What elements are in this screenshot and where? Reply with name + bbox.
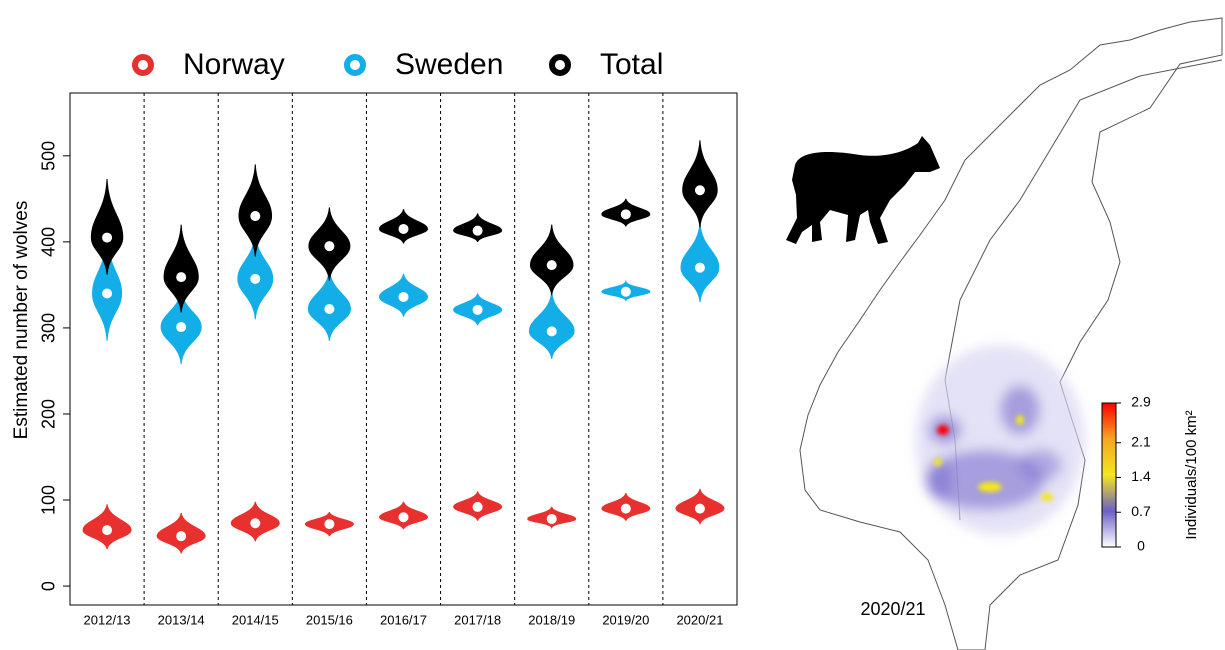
x-tick-label: 2016/17 (380, 612, 427, 627)
y-tick-label: 0 (39, 581, 59, 591)
x-tick-label: 2012/13 (84, 612, 131, 627)
density-hotspots (934, 415, 1053, 501)
violin (238, 164, 273, 257)
median-dot (694, 503, 705, 514)
median-dot (102, 232, 113, 243)
legend-label: Sweden (395, 48, 503, 81)
median-dot (102, 525, 113, 536)
x-tick-label: 2017/18 (454, 612, 501, 627)
legend-label: Total (600, 48, 663, 81)
density-haze (915, 345, 1085, 535)
map (786, 17, 1223, 650)
violin (90, 179, 124, 275)
median-dot (250, 273, 261, 284)
legend-marker (132, 54, 154, 76)
median-dot (546, 326, 557, 337)
colorbar-tick-label: 2.1 (1131, 433, 1151, 449)
median-dot (472, 304, 483, 315)
median-dot (546, 260, 557, 271)
median-dot (176, 322, 187, 333)
median-dot (694, 262, 705, 273)
median-dot (102, 288, 113, 299)
median-dot (324, 303, 335, 314)
colorbar-tick-label: 1.4 (1131, 468, 1151, 484)
median-dot (620, 209, 631, 220)
colorbar (1101, 402, 1117, 548)
median-dot (472, 501, 483, 512)
x-tick-label: 2015/16 (306, 612, 353, 627)
violin (529, 224, 574, 296)
median-dot (546, 513, 557, 524)
colorbar-label: Individuals/100 km² (1183, 410, 1200, 539)
median-dot (176, 531, 187, 542)
x-tick-label: 2019/20 (602, 612, 649, 627)
coastline (799, 17, 1223, 650)
x-tick-label: 2018/19 (528, 612, 575, 627)
y-tick-label: 200 (39, 399, 59, 429)
violin (682, 140, 718, 228)
x-tick-label: 2020/21 (676, 612, 723, 627)
plot-frame (69, 92, 738, 606)
median-dot (250, 518, 261, 529)
violin (163, 224, 199, 313)
median-dot (620, 286, 631, 297)
median-dot (176, 272, 187, 283)
y-axis-label: Estimated number of wolves (11, 201, 32, 440)
median-dot (324, 519, 335, 530)
median-dot (250, 211, 261, 222)
median-dot (398, 512, 409, 523)
legend-marker (344, 54, 366, 76)
violin (680, 222, 720, 303)
y-tick-label: 300 (39, 313, 59, 343)
median-dot (398, 223, 409, 234)
colorbar-tick-label: 0.7 (1131, 503, 1151, 519)
median-dot (324, 241, 335, 252)
median-dot (472, 225, 483, 236)
violin (528, 291, 575, 359)
y-tick-label: 400 (39, 227, 59, 257)
x-tick-label: 2014/15 (232, 612, 279, 627)
legend-marker (549, 54, 571, 76)
wolf-silhouette (786, 136, 940, 244)
median-dot (620, 503, 631, 514)
y-tick-label: 100 (39, 485, 59, 515)
colorbar-tick-label: 0 (1137, 538, 1145, 554)
median-dot (694, 185, 705, 196)
x-tick-label: 2013/14 (158, 612, 205, 627)
y-tick-label: 500 (39, 141, 59, 171)
map-label: 2020/21 (860, 599, 925, 619)
colorbar-tick-label: 2.9 (1131, 394, 1151, 410)
legend-label: Norway (183, 48, 285, 81)
median-dot (398, 291, 409, 302)
